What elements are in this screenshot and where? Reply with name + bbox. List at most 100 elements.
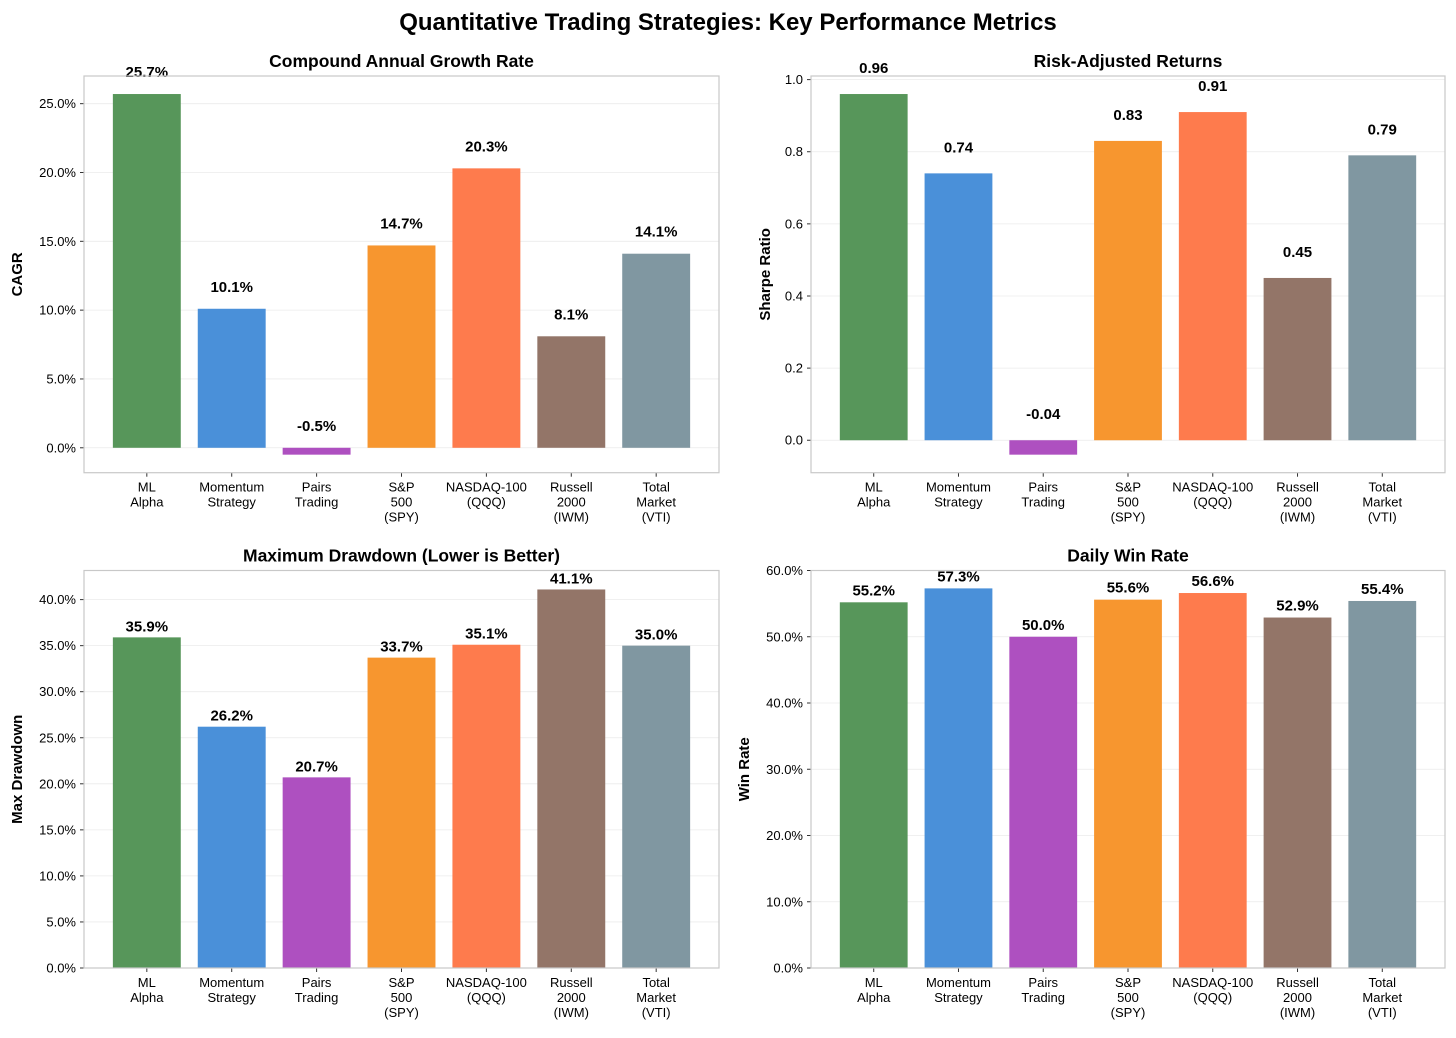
y-tick-label: 60.0% xyxy=(766,563,803,578)
y-tick-label: 15.0% xyxy=(39,234,76,249)
value-label: 52.9% xyxy=(1276,598,1319,615)
x-tick-label: ML Alpha xyxy=(857,480,891,510)
x-tick-label-line: NASDAQ-100 xyxy=(446,975,527,990)
value-label: 14.1% xyxy=(635,224,678,241)
value-label: 26.2% xyxy=(210,708,253,725)
x-tick-label-line: 500 xyxy=(391,990,413,1005)
y-tick-label: 20.0% xyxy=(766,828,803,843)
y-tick-label: 0.0% xyxy=(773,961,803,976)
bar xyxy=(1094,599,1162,968)
subplot-1: 0.0% 5.0% 10.0% 15.0% 20.0% 25.0% 25.7% ML Alpha… xyxy=(9,51,720,525)
y-tick-label: 20.0% xyxy=(39,165,76,180)
subplot-3: 0.0% 5.0% 10.0% 15.0% 20.0% 25.0% 30.0% 35.0% 40… xyxy=(9,546,720,1020)
x-tick-label-line: S&P xyxy=(388,975,414,990)
value-label: 0.83 xyxy=(1113,107,1142,124)
x-tick-label-line: Russell xyxy=(550,975,593,990)
bar xyxy=(1009,636,1078,968)
x-tick-label-line: Market xyxy=(1362,990,1402,1005)
x-tick-label-line: (SPY) xyxy=(384,1005,419,1020)
x-tick-label-line: Alpha xyxy=(130,990,164,1005)
subplot-title: Maximum Drawdown (Lower is Better) xyxy=(243,546,560,566)
y-tick-label: 40.0% xyxy=(39,592,76,607)
x-tick-label: S&P 500 (SPY) xyxy=(384,480,419,525)
bar xyxy=(622,253,691,448)
bar xyxy=(1178,112,1247,441)
y-axis-label: Sharpe Ratio xyxy=(757,228,774,321)
bar xyxy=(924,173,993,441)
x-tick-label-line: (SPY) xyxy=(1111,510,1146,525)
x-tick-label: S&P 500 (SPY) xyxy=(384,975,419,1020)
x-tick-label-line: Market xyxy=(636,495,676,510)
bar xyxy=(197,726,266,968)
y-tick-label: 10.0% xyxy=(766,894,803,909)
subplot-2: 0.0 0.2 0.4 0.6 0.8 1.0 0.96 ML Alpha 0.74 Momentu… xyxy=(757,51,1446,525)
x-tick-label: Pairs Trading xyxy=(1021,480,1065,510)
value-label: 41.1% xyxy=(550,570,593,587)
x-tick-label-line: Momentum xyxy=(199,480,264,495)
axes-frame xyxy=(83,75,720,474)
value-label: 0.45 xyxy=(1283,244,1312,261)
x-tick-label: Total Market (VTI) xyxy=(1362,975,1402,1020)
y-axis-label: Win Rate xyxy=(736,737,753,801)
x-tick-label-line: Momentum xyxy=(199,975,264,990)
y-tick-label: 0.6 xyxy=(785,216,803,231)
y-tick-label: 20.0% xyxy=(39,776,76,791)
x-tick-label-line: Pairs xyxy=(1028,480,1058,495)
x-tick-label-line: (VTI) xyxy=(642,1005,671,1020)
y-tick-label: 35.0% xyxy=(39,638,76,653)
x-tick-label-line: Strategy xyxy=(934,990,983,1005)
value-label: 8.1% xyxy=(554,306,588,323)
value-label: 55.2% xyxy=(852,582,895,599)
y-tick-label: 0.4 xyxy=(785,288,803,303)
figure-title: Quantitative Trading Strategies: Key Per… xyxy=(399,9,1057,36)
bar xyxy=(367,657,436,968)
x-tick-label-line: Trading xyxy=(1021,495,1065,510)
bar xyxy=(1178,593,1247,968)
y-tick-label: 50.0% xyxy=(766,629,803,644)
bar xyxy=(1094,140,1162,441)
x-tick-label-line: Alpha xyxy=(130,495,164,510)
x-tick-label-line: (QQQ) xyxy=(1193,990,1232,1005)
y-axis-label: Max Drawdown xyxy=(9,715,26,824)
y-tick-label: 0.0% xyxy=(46,961,76,976)
y-tick-label: 10.0% xyxy=(39,868,76,883)
x-tick-label-line: Pairs xyxy=(302,975,332,990)
bar xyxy=(839,94,908,441)
value-label: 0.96 xyxy=(859,60,888,77)
y-tick-label: 30.0% xyxy=(39,684,76,699)
value-label: 50.0% xyxy=(1022,617,1065,634)
subplot-title: Risk-Adjusted Returns xyxy=(1034,51,1223,71)
x-tick-label: Pairs Trading xyxy=(1021,975,1065,1005)
y-tick-label: 0.8 xyxy=(785,144,803,159)
value-label: 57.3% xyxy=(937,568,980,585)
x-tick-label-line: (VTI) xyxy=(1368,510,1397,525)
bar xyxy=(1263,277,1332,441)
x-tick-label: Momentum Strategy xyxy=(926,975,991,1005)
x-tick-label-line: (SPY) xyxy=(1111,1005,1146,1020)
x-tick-label-line: Market xyxy=(636,990,676,1005)
x-tick-label-line: (QQQ) xyxy=(467,990,506,1005)
value-label: 20.3% xyxy=(465,138,508,155)
x-tick-label-line: Alpha xyxy=(857,495,891,510)
x-tick-label-line: Momentum xyxy=(926,975,991,990)
y-tick-label: 25.0% xyxy=(39,96,76,111)
x-tick-label-line: Pairs xyxy=(302,480,332,495)
x-tick-label: NASDAQ-100 (QQQ) xyxy=(446,975,527,1005)
x-tick-label-line: ML xyxy=(138,480,156,495)
x-tick-label-line: (IWM) xyxy=(1280,510,1315,525)
value-label: -0.04 xyxy=(1026,406,1061,423)
y-tick-label: 30.0% xyxy=(766,762,803,777)
bar xyxy=(112,637,181,968)
x-tick-label: Momentum Strategy xyxy=(199,480,264,510)
subplot-title: Daily Win Rate xyxy=(1067,546,1189,566)
x-tick-label: Momentum Strategy xyxy=(199,975,264,1005)
x-tick-label: S&P 500 (SPY) xyxy=(1111,480,1146,525)
value-label: 0.74 xyxy=(944,139,974,156)
x-tick-label-line: Total xyxy=(642,975,670,990)
x-tick-label-line: Total xyxy=(1369,975,1397,990)
y-tick-label: 5.0% xyxy=(46,371,76,386)
x-tick-label-line: Market xyxy=(1362,495,1402,510)
x-tick-label: ML Alpha xyxy=(130,975,164,1005)
axes-frame xyxy=(83,569,720,969)
y-tick-label: 1.0 xyxy=(785,72,803,87)
